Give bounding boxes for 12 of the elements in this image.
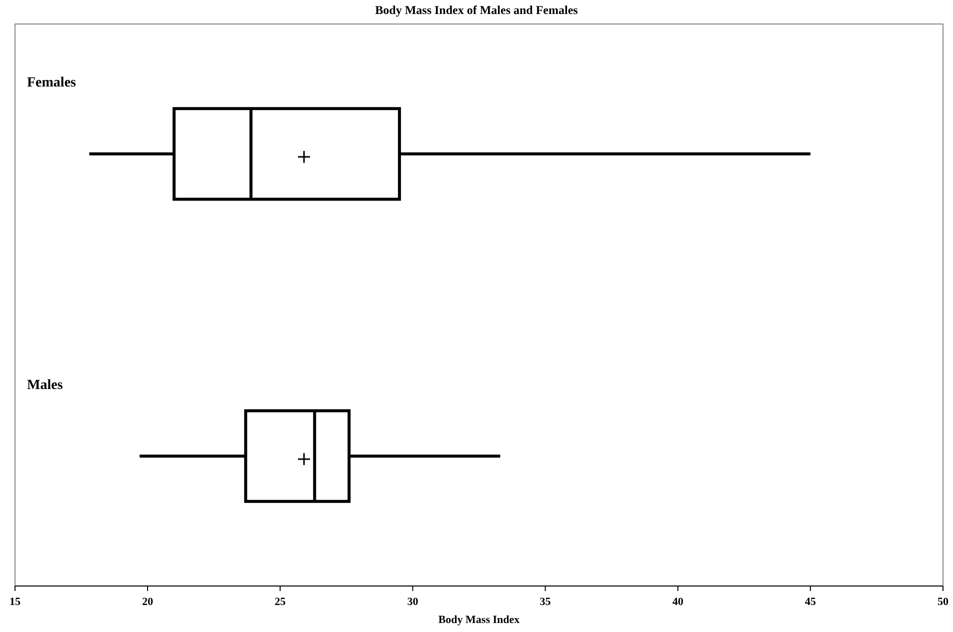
x-tick-label: 30 — [407, 596, 419, 608]
x-tick-label: 20 — [142, 596, 154, 608]
y-tick-label: Males — [27, 378, 64, 393]
chart-title: Body Mass Index of Males and Females — [375, 3, 578, 17]
y-tick-label: Females — [27, 76, 77, 91]
x-tick-label: 15 — [10, 596, 21, 608]
x-axis-title: Body Mass Index — [438, 614, 520, 626]
x-tick-label: 50 — [938, 596, 949, 608]
x-tick-label: 25 — [274, 596, 286, 608]
x-tick-label: 40 — [672, 596, 684, 608]
x-tick-label: 45 — [804, 596, 816, 608]
x-tick-label: 35 — [540, 596, 552, 608]
